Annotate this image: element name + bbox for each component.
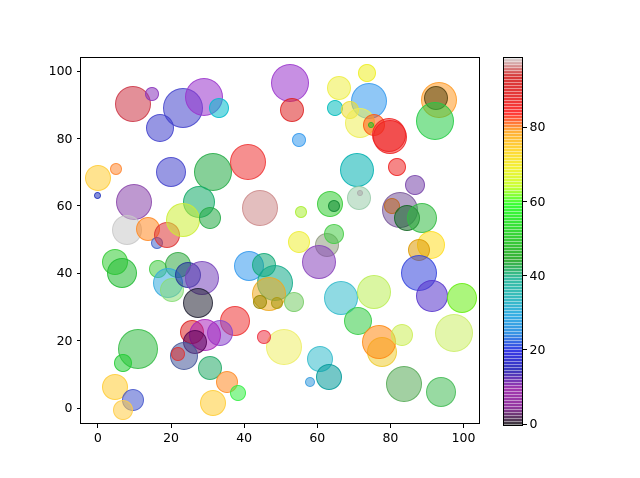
y-tick-label: 60: [56, 197, 73, 213]
colorbar-tick: [523, 275, 527, 277]
bubble: [301, 244, 336, 279]
colorbar-tick: [523, 126, 527, 128]
x-tick-label: 40: [236, 429, 253, 445]
bubble: [199, 207, 222, 230]
y-tick: [76, 272, 80, 274]
bubble: [94, 191, 102, 199]
x-tick: [389, 424, 391, 428]
y-tick: [76, 407, 80, 409]
bubble: [294, 206, 307, 219]
bubble: [304, 376, 315, 387]
bubble: [271, 297, 284, 310]
bubble-layer: [81, 58, 479, 423]
bubble: [405, 175, 426, 196]
bubble: [357, 274, 392, 309]
bubble: [170, 346, 185, 361]
bubble: [280, 98, 305, 123]
bubble: [257, 330, 272, 345]
y-tick-label: 40: [56, 265, 73, 281]
x-tick: [97, 424, 99, 428]
bubble: [358, 64, 377, 83]
colorbar-tick-label: 40: [529, 267, 546, 283]
colorbar-stripes: [504, 58, 522, 425]
bubble: [283, 292, 304, 312]
bubble: [385, 365, 422, 402]
bubble: [166, 203, 201, 238]
x-tick-label: 0: [93, 429, 102, 445]
y-tick: [76, 70, 80, 72]
colorbar-tick: [523, 201, 527, 203]
bubble: [242, 190, 279, 227]
bubble: [327, 199, 340, 212]
y-tick: [76, 205, 80, 207]
bubble: [146, 114, 175, 143]
colorbar-tick-label: 0: [529, 416, 538, 431]
bubble: [291, 133, 306, 148]
colorbar-tick: [523, 423, 527, 425]
bubble: [155, 156, 186, 187]
x-tick: [243, 424, 245, 428]
colorbar-gradient: [504, 58, 522, 425]
x-tick: [463, 424, 465, 428]
bubble: [435, 313, 474, 352]
colorbar-tick-label: 60: [529, 193, 546, 209]
bubble: [391, 324, 414, 347]
bubble: [265, 328, 302, 365]
y-tick: [76, 138, 80, 140]
bubble: [208, 98, 229, 119]
bubble: [85, 165, 112, 192]
bubble: [144, 87, 159, 102]
bubble: [116, 183, 153, 220]
x-tick-label: 20: [163, 429, 179, 445]
colorbar-tick: [523, 349, 527, 351]
colorbar: [503, 57, 523, 426]
x-tick-label: 60: [309, 429, 326, 445]
bubble: [200, 390, 227, 417]
bubble: [368, 121, 375, 128]
bubble: [373, 119, 408, 154]
bubble: [287, 231, 310, 254]
y-tick-label: 0: [64, 400, 73, 416]
y-tick-label: 80: [56, 130, 73, 146]
y-tick-label: 20: [56, 332, 73, 348]
bubble: [357, 189, 364, 196]
bubble: [183, 288, 214, 319]
y-tick: [76, 340, 80, 342]
x-tick-label: 100: [451, 429, 476, 445]
bubble: [323, 223, 344, 244]
bubble: [229, 144, 266, 181]
x-tick-label: 80: [382, 429, 399, 445]
bubble: [113, 354, 132, 373]
bubble: [270, 64, 309, 103]
bubble: [340, 153, 375, 188]
x-tick: [170, 424, 172, 428]
colorbar-tick-label: 80: [529, 119, 546, 135]
bubble: [109, 162, 122, 175]
bubble: [387, 158, 406, 177]
bubble: [361, 324, 396, 359]
bubble: [425, 376, 456, 407]
y-tick-label: 100: [48, 63, 73, 79]
bubble: [326, 76, 351, 100]
bubble: [315, 363, 342, 390]
bubble: [106, 258, 137, 289]
x-tick: [316, 424, 318, 428]
bubble: [416, 280, 449, 313]
bubble: [407, 203, 438, 234]
bubble: [113, 400, 134, 421]
bubble: [447, 283, 478, 314]
colorbar-tick-label: 20: [529, 341, 546, 357]
bubble: [415, 102, 454, 141]
bubble: [253, 295, 268, 309]
bubble: [194, 153, 233, 192]
bubble: [230, 385, 247, 402]
